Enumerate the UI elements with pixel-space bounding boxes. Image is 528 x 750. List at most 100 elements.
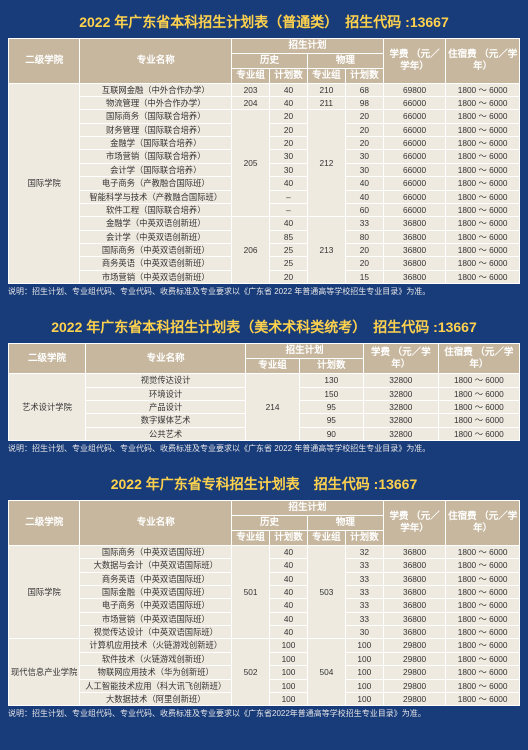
table-1: 二级学院 专业名称 招生计划 学费 （元／学年） 住宿费 （元／学年） 历史 物… [8,38,520,284]
cell: 会计学（国际联合培养） [80,163,232,176]
cell: 1800 ～ 6000 [446,679,520,692]
cell: 环境设计 [85,387,245,400]
cell: 95 [299,400,363,413]
cell: 30 [270,163,308,176]
cell: 金融学（国际联合培养） [80,137,232,150]
cell: 20 [270,110,308,123]
cell: 1800 ～ 6000 [446,243,520,256]
cell: 20 [270,270,308,283]
cell: 150 [299,387,363,400]
cell: 100 [270,692,308,705]
cell: 80 [345,230,383,243]
note-1: 说明：招生计划、专业组代码、专业代码、收费标准及专业要求以《广东省 2022 年… [8,287,520,297]
cell: 市场营销（国际联合培养） [80,150,232,163]
cell: 33 [345,599,383,612]
cell: 市场营销（中英双语创新班） [80,270,232,283]
cell: 15 [345,270,383,283]
cell: 29800 [383,652,445,665]
cell: 1800 ～ 6000 [446,230,520,243]
cell: 1800 ～ 6000 [446,626,520,639]
cell: 40 [345,190,383,203]
cell: 互联网金融（中外合作办学） [80,83,232,96]
cell: 1800 ～ 6000 [446,586,520,599]
cell: 25 [270,243,308,256]
cell: 211 [307,96,345,109]
cell: 计算机应用技术（火链游戏创新班） [80,639,232,652]
cell: 40 [270,626,308,639]
cell: 100 [270,639,308,652]
cell: 29800 [383,666,445,679]
cell: 33 [345,586,383,599]
th3-phys: 物理 [307,516,383,531]
cell: 25 [270,257,308,270]
cell: 1800 ～ 6000 [446,96,520,109]
cell: 艺术设计学院 [9,374,86,441]
cell: 视觉传达设计 [85,374,245,387]
cell: 1800 ～ 6000 [446,692,520,705]
cell: 203 [232,83,270,96]
cell: 60 [345,203,383,216]
cell: 1800 ～ 6000 [446,177,520,190]
note-2: 说明：招生计划、专业组代码、专业代码、收费标准及专业要求以《广东省 2022 年… [8,444,520,454]
cell: 商务英语（中英双语国际班） [80,572,232,585]
th2-major: 专业名称 [85,344,245,374]
cell: 视觉传达设计（中英双语国际班） [80,626,232,639]
cell: 1800 ～ 6000 [446,652,520,665]
cell: 66000 [383,163,445,176]
cell: 1800 ～ 6000 [446,110,520,123]
cell: 国际学院 [9,83,80,283]
cell: 物联网应用技术（华为创新班） [80,666,232,679]
cell: 1800 ～ 6000 [446,270,520,283]
cell: – [270,203,308,216]
cell: 68 [345,83,383,96]
cell: 66000 [383,203,445,216]
cell: 1800 ～ 6000 [446,639,520,652]
table-row: 国际学院国际商务（中英双语国际班）5014050332368001800 ～ 6… [9,545,520,558]
cell: 33 [345,217,383,230]
cell: 30 [270,150,308,163]
cell: 33 [345,572,383,585]
cell: 69800 [383,83,445,96]
cell: 商务英语（中英双语创新班） [80,257,232,270]
cell: 产品设计 [85,400,245,413]
th-hcnt: 计划数 [270,68,308,83]
cell: 503 [307,545,345,639]
cell: 502 [232,639,270,706]
cell: 36800 [383,612,445,625]
cell: 20 [345,257,383,270]
cell: 1800 ～ 6000 [446,666,520,679]
th2-plan: 招生计划 [246,344,364,359]
cell: 36800 [383,230,445,243]
note-3: 说明：招生计划、专业组代码、专业代码、收费标准及专业要求以《广东省2022年普通… [8,709,520,719]
cell: 1800 ～ 6000 [446,572,520,585]
cell: 66000 [383,190,445,203]
cell: 国际商务（国际联合培养） [80,110,232,123]
cell: 210 [307,83,345,96]
cell: 66000 [383,96,445,109]
cell: 100 [270,652,308,665]
cell: 36800 [383,586,445,599]
cell: 1800 ～ 6000 [446,217,520,230]
table-row: 金融学（中英双语创新班）2064021333368001800 ～ 6000 [9,217,520,230]
cell: 现代信息产业学院 [9,639,80,706]
cell: 40 [270,559,308,572]
cell: 36800 [383,572,445,585]
th3-hcnt: 计划数 [270,531,308,546]
table-row: 现代信息产业学院计算机应用技术（火链游戏创新班）5021005041002980… [9,639,520,652]
cell: 软件工程（国际联合培养） [80,203,232,216]
cell: 66000 [383,177,445,190]
th2-dorm: 住宿费 （元／学年） [438,344,519,374]
cell: 66000 [383,137,445,150]
cell: 100 [345,652,383,665]
cell: 20 [345,123,383,136]
cell: 20 [345,137,383,150]
cell: 大数据技术（阿里创新班） [80,692,232,705]
cell: 40 [345,177,383,190]
cell: 国际学院 [9,545,80,639]
th2-fee: 学费 （元／学年） [363,344,438,374]
sheet-benke-general: 2022 年广东省本科招生计划表（普通类） 招生代码 :13667 二级学院 专… [8,8,520,297]
cell: 95 [299,414,363,427]
cell: 36800 [383,243,445,256]
cell: 213 [307,217,345,284]
th-phys: 物理 [307,53,383,68]
